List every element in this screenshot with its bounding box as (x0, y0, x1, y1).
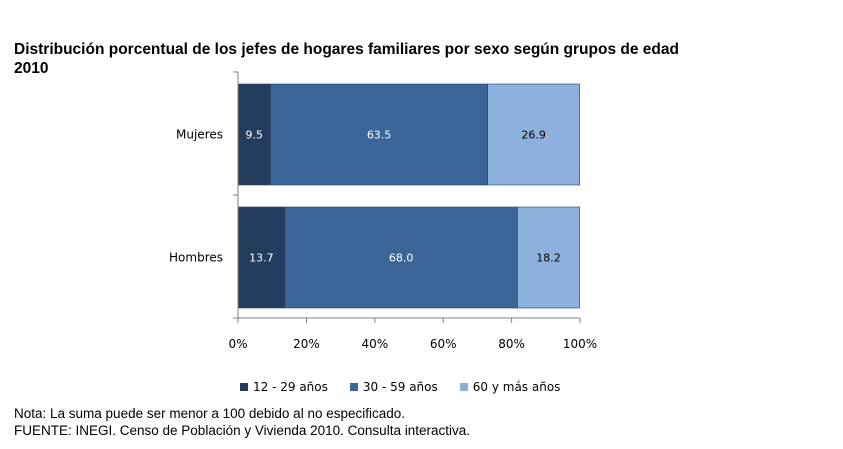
legend-label: 12 - 29 años (253, 380, 328, 394)
bar-segment (237, 206, 286, 309)
legend-item: 30 - 59 años (349, 380, 438, 394)
bar-segment (237, 83, 271, 186)
legend-swatch (349, 383, 358, 391)
legend-swatch (459, 383, 468, 391)
data-label: 9.5 (245, 129, 263, 142)
legend-item: 60 y más años (459, 380, 561, 394)
data-label: 18.2 (536, 252, 561, 265)
data-label: 26.9 (521, 129, 546, 142)
source-text: FUENTE: INEGI. Censo de Población y Vivi… (14, 423, 470, 438)
x-tick-label: 20% (293, 337, 320, 351)
chart-legend: 12 - 29 años 30 - 59 años 60 y más años (240, 380, 560, 394)
x-tick-label: 40% (361, 337, 388, 351)
data-label: 13.7 (249, 252, 274, 265)
note-text: Nota: La suma puede ser menor a 100 debi… (14, 406, 406, 421)
bar-segment (487, 83, 580, 186)
legend-swatch (240, 383, 248, 391)
bar-segment (517, 206, 580, 309)
chart-title-line2: 2010 (14, 60, 49, 77)
data-label: 68.0 (389, 252, 414, 265)
legend-item: 12 - 29 años (240, 380, 328, 394)
category-label: Hombres (169, 251, 223, 265)
x-tick-label: 100% (563, 337, 597, 351)
stacked-bar-chart: 9.5 63.5 26.9 Mujeres 13.7 68.0 18.2 Hombres 0% 2… (169, 71, 597, 351)
footnotes: Nota: La suma puede ser menor a 100 debi… (14, 405, 470, 439)
data-label: 63.5 (367, 129, 392, 142)
legend-label: 60 y más años (472, 380, 561, 394)
legend-label: 30 - 59 años (362, 380, 438, 394)
x-tick-label: 0% (228, 337, 247, 351)
x-tick-label: 80% (498, 337, 525, 351)
chart-title-line1: Distribución porcentual de los jefes de … (14, 41, 679, 58)
x-tick-label: 60% (430, 337, 457, 351)
bar-segment (284, 206, 518, 309)
chart-title: Distribución porcentual de los jefes de … (14, 40, 814, 78)
category-label: Mujeres (176, 128, 223, 142)
